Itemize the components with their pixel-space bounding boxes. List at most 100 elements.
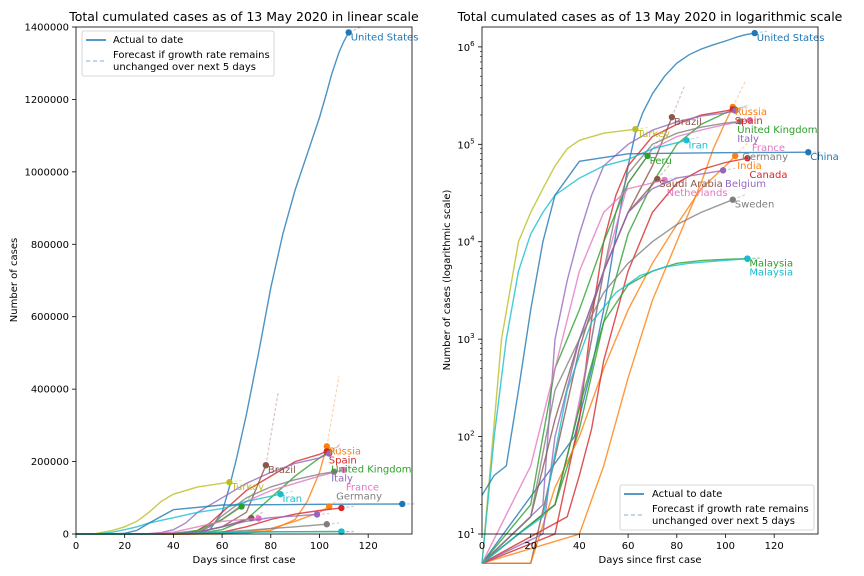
linear-y-tick-label-6: 1200000: [24, 95, 69, 106]
log-line-belgium-16: [481, 169, 724, 564]
log-label-germany: Germany: [742, 152, 788, 163]
linear-forecast-saudi-arabia-14: [251, 511, 264, 519]
linear-y-tick-label-0: 0: [63, 530, 69, 541]
log-y-tick-label-1: 102: [457, 430, 474, 444]
linear-forecast-peru-11: [241, 492, 255, 507]
log-endpoint-netherlands-15: [661, 176, 668, 184]
log-line-peru-11: [481, 155, 649, 564]
log-label-malaysia: Malaysia: [749, 268, 793, 279]
log-forecast-india-12: [734, 142, 748, 157]
linear-label-russia: Russia: [329, 446, 361, 457]
log-label-iran: Iran: [689, 140, 709, 151]
linear-line-russia-1: [76, 446, 328, 535]
linear-endpoint-malaysia-19: [338, 528, 345, 535]
linear-forecast-france-6: [343, 466, 357, 471]
log-forecast-italy-4: [735, 107, 748, 112]
linear-endpoint-india-12: [326, 503, 333, 510]
log-endpoint-belgium-16: [719, 167, 727, 174]
linear-legend-forecast-label: Forecast if growth rate remains unchanged…: [113, 50, 270, 73]
linear-y-tick-label-4: 800000: [31, 240, 69, 251]
log-label-united-kingdom: United Kingdom: [737, 125, 817, 136]
linear-endpoint-china-10: [399, 500, 406, 508]
linear-forecast-belgium-16: [316, 512, 330, 515]
log-x-tick-label-1: 20: [524, 541, 537, 552]
log-x-tick-label-6: 120: [765, 541, 784, 552]
linear-x-tick-label-3: 60: [216, 541, 229, 552]
linear-forecast-germany-7: [333, 468, 347, 473]
chart-title-log: Total cumulated cases as of 13 May 2020 …: [457, 9, 843, 24]
log-series-group: [481, 29, 821, 564]
linear-forecast-sweden-17: [326, 522, 340, 525]
linear-legend-actual-label: Actual to date: [113, 35, 183, 46]
linear-forecast-russia-1: [326, 375, 340, 447]
linear-x-tick-label-2: 40: [167, 541, 180, 552]
linear-endpoint-canada-13: [338, 504, 345, 512]
log-label-belgium: Belgium: [725, 179, 766, 190]
log-forecast-belgium-16: [722, 167, 736, 171]
linear-endpoint-russia-1: [323, 443, 330, 450]
log-line-spain-3: [481, 108, 733, 564]
log-endpoint-peru-11: [644, 152, 651, 160]
log-legend-forecast-line1: Forecast if growth rate remains: [652, 504, 809, 515]
linear-forecast-india-12: [328, 496, 342, 507]
linear-y-tick-label-7: 1400000: [24, 23, 69, 34]
linear-endpoint-belgium-16: [313, 511, 321, 518]
log-line-canada-13: [481, 157, 748, 564]
log-label-russia: Russia: [735, 107, 767, 118]
log-forecast-sweden-17: [732, 194, 746, 201]
log-legend-box: [619, 484, 815, 531]
log-line-russia-1: [481, 106, 734, 564]
linear-label-united-kingdom: United Kingdom: [331, 464, 411, 475]
log-label-china: China: [810, 152, 839, 163]
log-endpoint-canada-13: [744, 155, 751, 162]
linear-legend: Actual to date Forecast if growth rate r…: [81, 30, 275, 77]
log-line-brazil-5: [482, 116, 673, 564]
linear-y-tick-label-3: 600000: [31, 312, 69, 323]
linear-endpoint-united-states-0: [345, 29, 352, 36]
log-y-tick-label-3: 104: [457, 235, 475, 249]
log-forecast-peru-11: [647, 138, 661, 157]
log-forecast-saudi-arabia-14: [656, 164, 670, 180]
log-label-peru: Peru: [650, 156, 672, 167]
log-x-tick-label-0: 0: [479, 541, 485, 552]
linear-label-germany: Germany: [336, 491, 382, 502]
linear-x-tick-label-4: 80: [264, 541, 277, 552]
linear-label-france: France: [346, 482, 379, 493]
log-label-france: France: [752, 143, 785, 154]
linear-legend-box: [81, 30, 275, 77]
linear-x-tick-label-1: 20: [118, 541, 131, 552]
log-x-tick-label-3: 60: [622, 541, 635, 552]
log-x-tick-label-5: 100: [716, 541, 735, 552]
log-label-spain: Spain: [735, 116, 763, 127]
log-endpoint-germany-7: [736, 118, 744, 125]
linear-plot-frame: [75, 26, 413, 535]
log-forecast-canada-13: [747, 155, 760, 159]
log-y-tick-label-2: 103: [457, 332, 474, 346]
chart-title-linear: Total cumulated cases as of 13 May 2020 …: [68, 9, 419, 24]
log-label-brazil: Brazil: [674, 117, 702, 128]
log-line-malaysia-18: [481, 258, 748, 564]
log-endpoint-india-12: [732, 152, 739, 160]
log-legend-forecast-line2: unchanged over next 5 days: [652, 516, 795, 527]
log-line-china-10: [481, 151, 809, 496]
linear-legend-forecast-line2: unchanged over next 5 days: [113, 62, 256, 73]
log-forecast-iran-9: [686, 136, 699, 141]
linear-endpoint-france-6: [340, 466, 348, 474]
log-label-india: India: [737, 161, 762, 172]
linear-endpoint-germany-7: [330, 468, 338, 475]
log-y-tick-label-0: 101: [457, 527, 474, 541]
linear-y-tick-label-1: 200000: [31, 457, 69, 468]
linear-line-iran-9: [76, 493, 281, 535]
linear-endpoint-sweden-17: [323, 521, 330, 528]
linear-y-tick-label-2: 400000: [31, 385, 69, 396]
linear-series-group: [75, 26, 415, 535]
linear-forecast-united-kingdom-2: [328, 442, 342, 453]
log-endpoint-italy-4: [732, 107, 739, 114]
log-endpoint-united-states-0: [751, 29, 758, 37]
linear-y-axis-label: Number of cases: [9, 238, 20, 322]
log-label-turkey: Turkey: [636, 129, 670, 140]
log-forecast-netherlands-15: [664, 176, 677, 181]
log-legend-actual-label: Actual to date: [652, 489, 722, 500]
